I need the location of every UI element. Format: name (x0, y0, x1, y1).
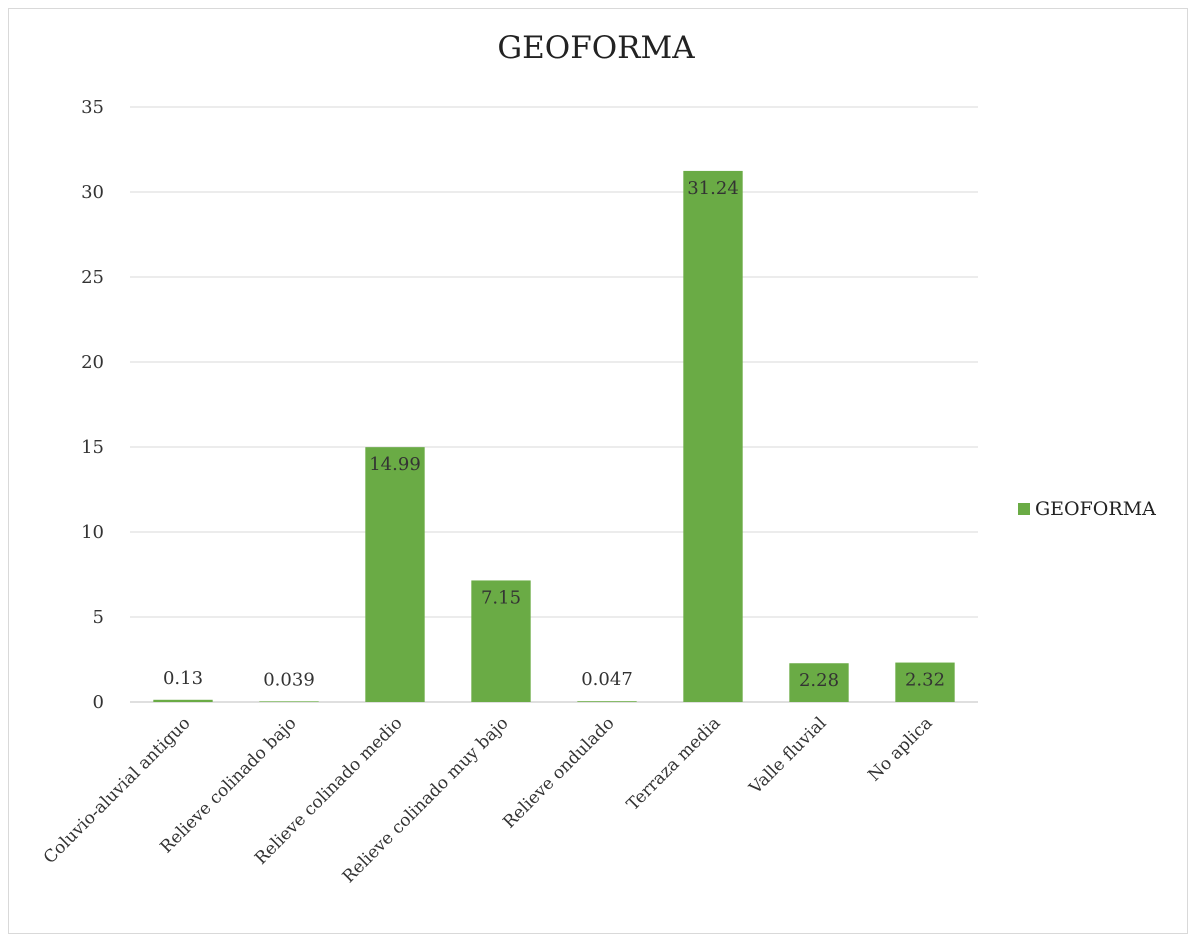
bar (895, 662, 955, 702)
y-tick-label: 20 (81, 352, 104, 373)
y-tick-label: 30 (81, 182, 104, 203)
bar (365, 447, 425, 702)
x-tick-label: No aplica (864, 713, 936, 785)
bar (153, 699, 213, 702)
data-label: 0.047 (581, 669, 633, 690)
data-label: 14.99 (369, 454, 421, 475)
y-tick-label: 25 (81, 267, 104, 288)
x-tick-label: Valle fluvial (745, 713, 831, 799)
y-tick-label: 15 (81, 437, 104, 458)
data-label: 2.32 (905, 670, 945, 691)
legend-swatch (1018, 503, 1030, 515)
x-tick-label: Relieve colinado muy bajo (339, 713, 513, 887)
data-label: 0.13 (163, 668, 203, 689)
y-tick-label: 35 (81, 97, 104, 118)
legend-label: GEOFORMA (1035, 498, 1156, 520)
chart-title: GEOFORMA (497, 30, 695, 66)
data-label: 31.24 (687, 178, 739, 199)
bar (683, 170, 743, 703)
x-tick-label: Terraza media (623, 713, 725, 815)
bar (259, 701, 319, 702)
chart-frame (8, 8, 1188, 934)
data-label: 2.28 (799, 670, 839, 691)
data-label: 0.039 (263, 669, 315, 690)
y-tick-label: 10 (81, 522, 104, 543)
data-label: 7.15 (481, 587, 521, 608)
bar (471, 580, 531, 702)
x-tick-label: Relieve ondulado (499, 713, 618, 832)
y-tick-label: 5 (93, 607, 104, 628)
bar (577, 701, 637, 702)
y-tick-label: 0 (93, 692, 104, 713)
bar (789, 663, 849, 702)
